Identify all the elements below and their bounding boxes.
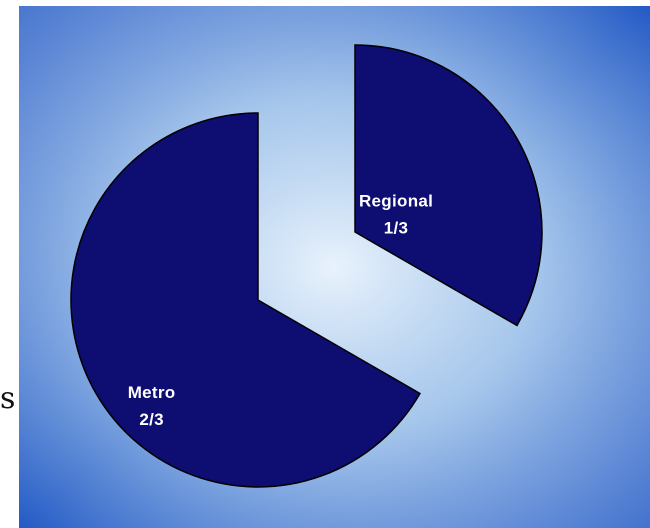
pie-value-metro: 2/3 [139, 410, 164, 429]
pie-chart: Regional 1/3 Metro 2/3 [19, 6, 650, 528]
stray-glyph: s [0, 381, 16, 416]
pie-slice-metro [70, 112, 421, 488]
pie-label-regional: Regional [359, 192, 433, 211]
pie-slices [70, 44, 543, 488]
pie-label-metro: Metro [128, 383, 176, 402]
chart-panel: Regional 1/3 Metro 2/3 [19, 6, 650, 528]
pie-value-regional: 1/3 [384, 219, 409, 238]
pie-labels: Regional 1/3 Metro 2/3 [128, 192, 433, 429]
pie-slice-regional [354, 44, 543, 327]
